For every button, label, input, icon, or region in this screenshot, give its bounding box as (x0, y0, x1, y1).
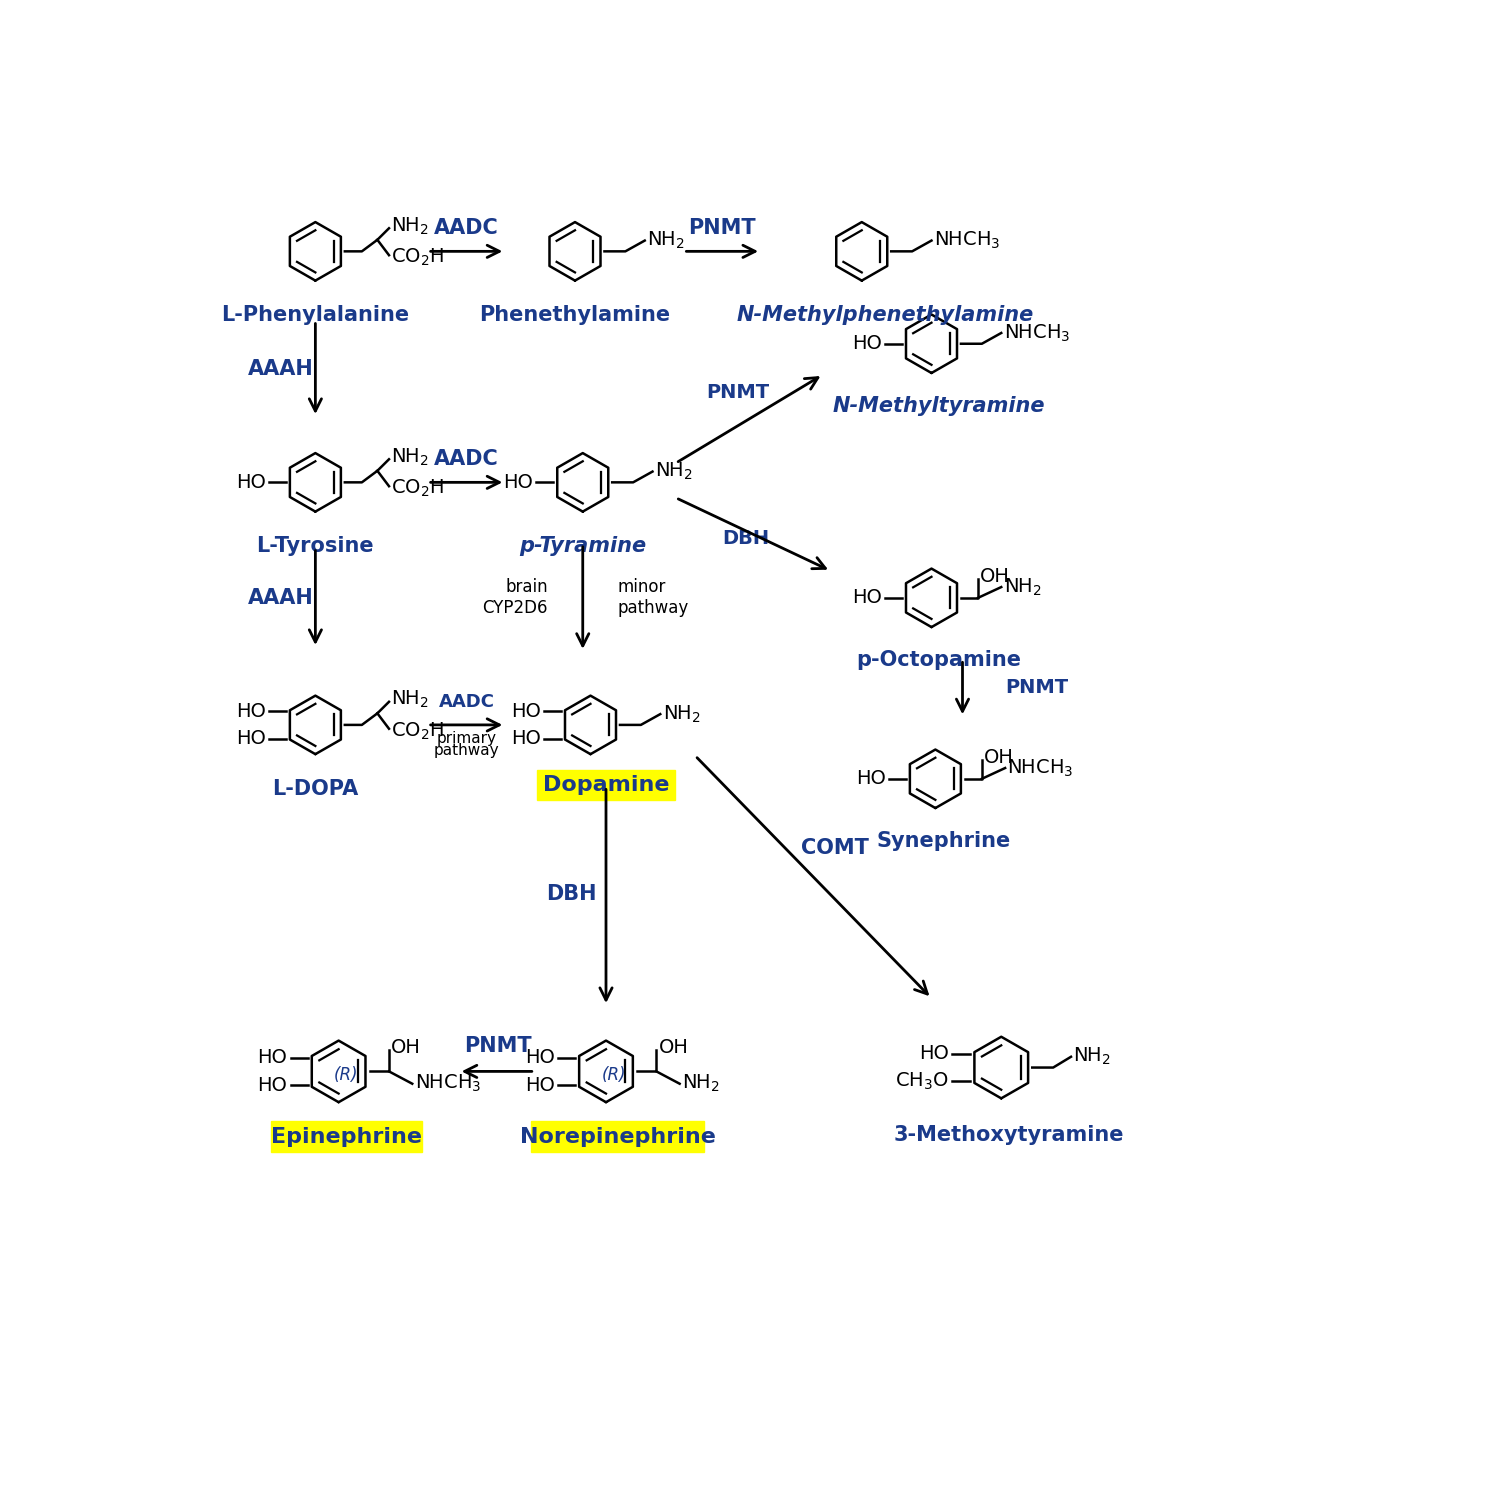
Text: AAAH: AAAH (248, 359, 314, 379)
Text: HO: HO (236, 701, 266, 720)
Text: OH: OH (392, 1038, 422, 1057)
Text: Phenethylamine: Phenethylamine (480, 306, 670, 325)
Text: AADC: AADC (433, 450, 500, 469)
Text: N-Methyltyramine: N-Methyltyramine (833, 396, 1046, 416)
Text: CO$_2$H: CO$_2$H (392, 247, 444, 269)
Text: HO: HO (525, 1048, 555, 1068)
Text: 3-Methoxytyramine: 3-Methoxytyramine (894, 1126, 1125, 1145)
Text: CO$_2$H: CO$_2$H (392, 720, 444, 741)
Text: HO: HO (258, 1075, 288, 1094)
Text: NH$_2$: NH$_2$ (1004, 576, 1041, 598)
Text: primary: primary (436, 731, 496, 745)
Text: HO: HO (852, 588, 882, 607)
Text: HO: HO (525, 1075, 555, 1094)
FancyBboxPatch shape (531, 1121, 705, 1152)
Text: NHCH$_3$: NHCH$_3$ (1004, 322, 1070, 343)
Text: PNMT: PNMT (464, 1037, 531, 1056)
Text: NH$_2$: NH$_2$ (392, 689, 429, 710)
Text: p-Octopamine: p-Octopamine (856, 650, 1022, 670)
Text: OH: OH (981, 567, 1010, 585)
Text: CO$_2$H: CO$_2$H (392, 478, 444, 499)
Text: PNMT: PNMT (706, 383, 770, 401)
Text: L-DOPA: L-DOPA (273, 778, 358, 799)
Text: NH$_2$: NH$_2$ (392, 215, 429, 236)
Text: PNMT: PNMT (1005, 679, 1068, 698)
Text: minor
pathway: minor pathway (618, 579, 688, 618)
FancyBboxPatch shape (537, 769, 675, 800)
Text: L-Tyrosine: L-Tyrosine (256, 536, 374, 557)
Text: HO: HO (852, 334, 882, 353)
Text: Dopamine: Dopamine (543, 775, 669, 794)
Text: HO: HO (258, 1048, 288, 1068)
Text: PNMT: PNMT (688, 218, 756, 238)
Text: NH$_2$: NH$_2$ (1074, 1045, 1112, 1068)
Text: AADC: AADC (433, 218, 500, 238)
Text: (R): (R) (334, 1066, 358, 1084)
Text: HO: HO (236, 472, 266, 492)
Text: AAAH: AAAH (248, 588, 314, 607)
Text: NH$_2$: NH$_2$ (663, 704, 700, 725)
Text: HO: HO (512, 701, 542, 720)
Text: DBH: DBH (722, 529, 770, 548)
Text: NHCH$_3$: NHCH$_3$ (414, 1074, 482, 1094)
Text: p-Tyramine: p-Tyramine (519, 536, 646, 557)
Text: HO: HO (504, 472, 532, 492)
Text: COMT: COMT (801, 838, 868, 858)
Text: NH$_2$: NH$_2$ (656, 460, 693, 483)
Text: OH: OH (658, 1038, 688, 1057)
Text: NH$_2$: NH$_2$ (682, 1074, 720, 1094)
Text: CH$_3$O: CH$_3$O (894, 1071, 948, 1091)
Text: HO: HO (856, 769, 886, 789)
Text: HO: HO (512, 729, 542, 748)
Text: N-Methylphenethylamine: N-Methylphenethylamine (736, 306, 1034, 325)
Text: Norepinephrine: Norepinephrine (519, 1127, 716, 1146)
Text: NHCH$_3$: NHCH$_3$ (1008, 757, 1074, 778)
Text: Epinephrine: Epinephrine (272, 1127, 422, 1146)
Text: DBH: DBH (546, 884, 597, 904)
Text: OH: OH (984, 748, 1014, 766)
Text: brain
CYP2D6: brain CYP2D6 (483, 579, 548, 618)
Text: HO: HO (918, 1044, 948, 1063)
Text: NHCH$_3$: NHCH$_3$ (934, 230, 1000, 251)
Text: (R): (R) (602, 1066, 625, 1084)
Text: pathway: pathway (433, 742, 500, 757)
Text: NH$_2$: NH$_2$ (646, 230, 686, 251)
Text: NH$_2$: NH$_2$ (392, 447, 429, 468)
Text: L-Phenylalanine: L-Phenylalanine (222, 306, 410, 325)
Text: AADC: AADC (438, 693, 495, 711)
Text: HO: HO (236, 729, 266, 748)
Text: Synephrine: Synephrine (876, 832, 1011, 851)
FancyBboxPatch shape (272, 1121, 422, 1152)
